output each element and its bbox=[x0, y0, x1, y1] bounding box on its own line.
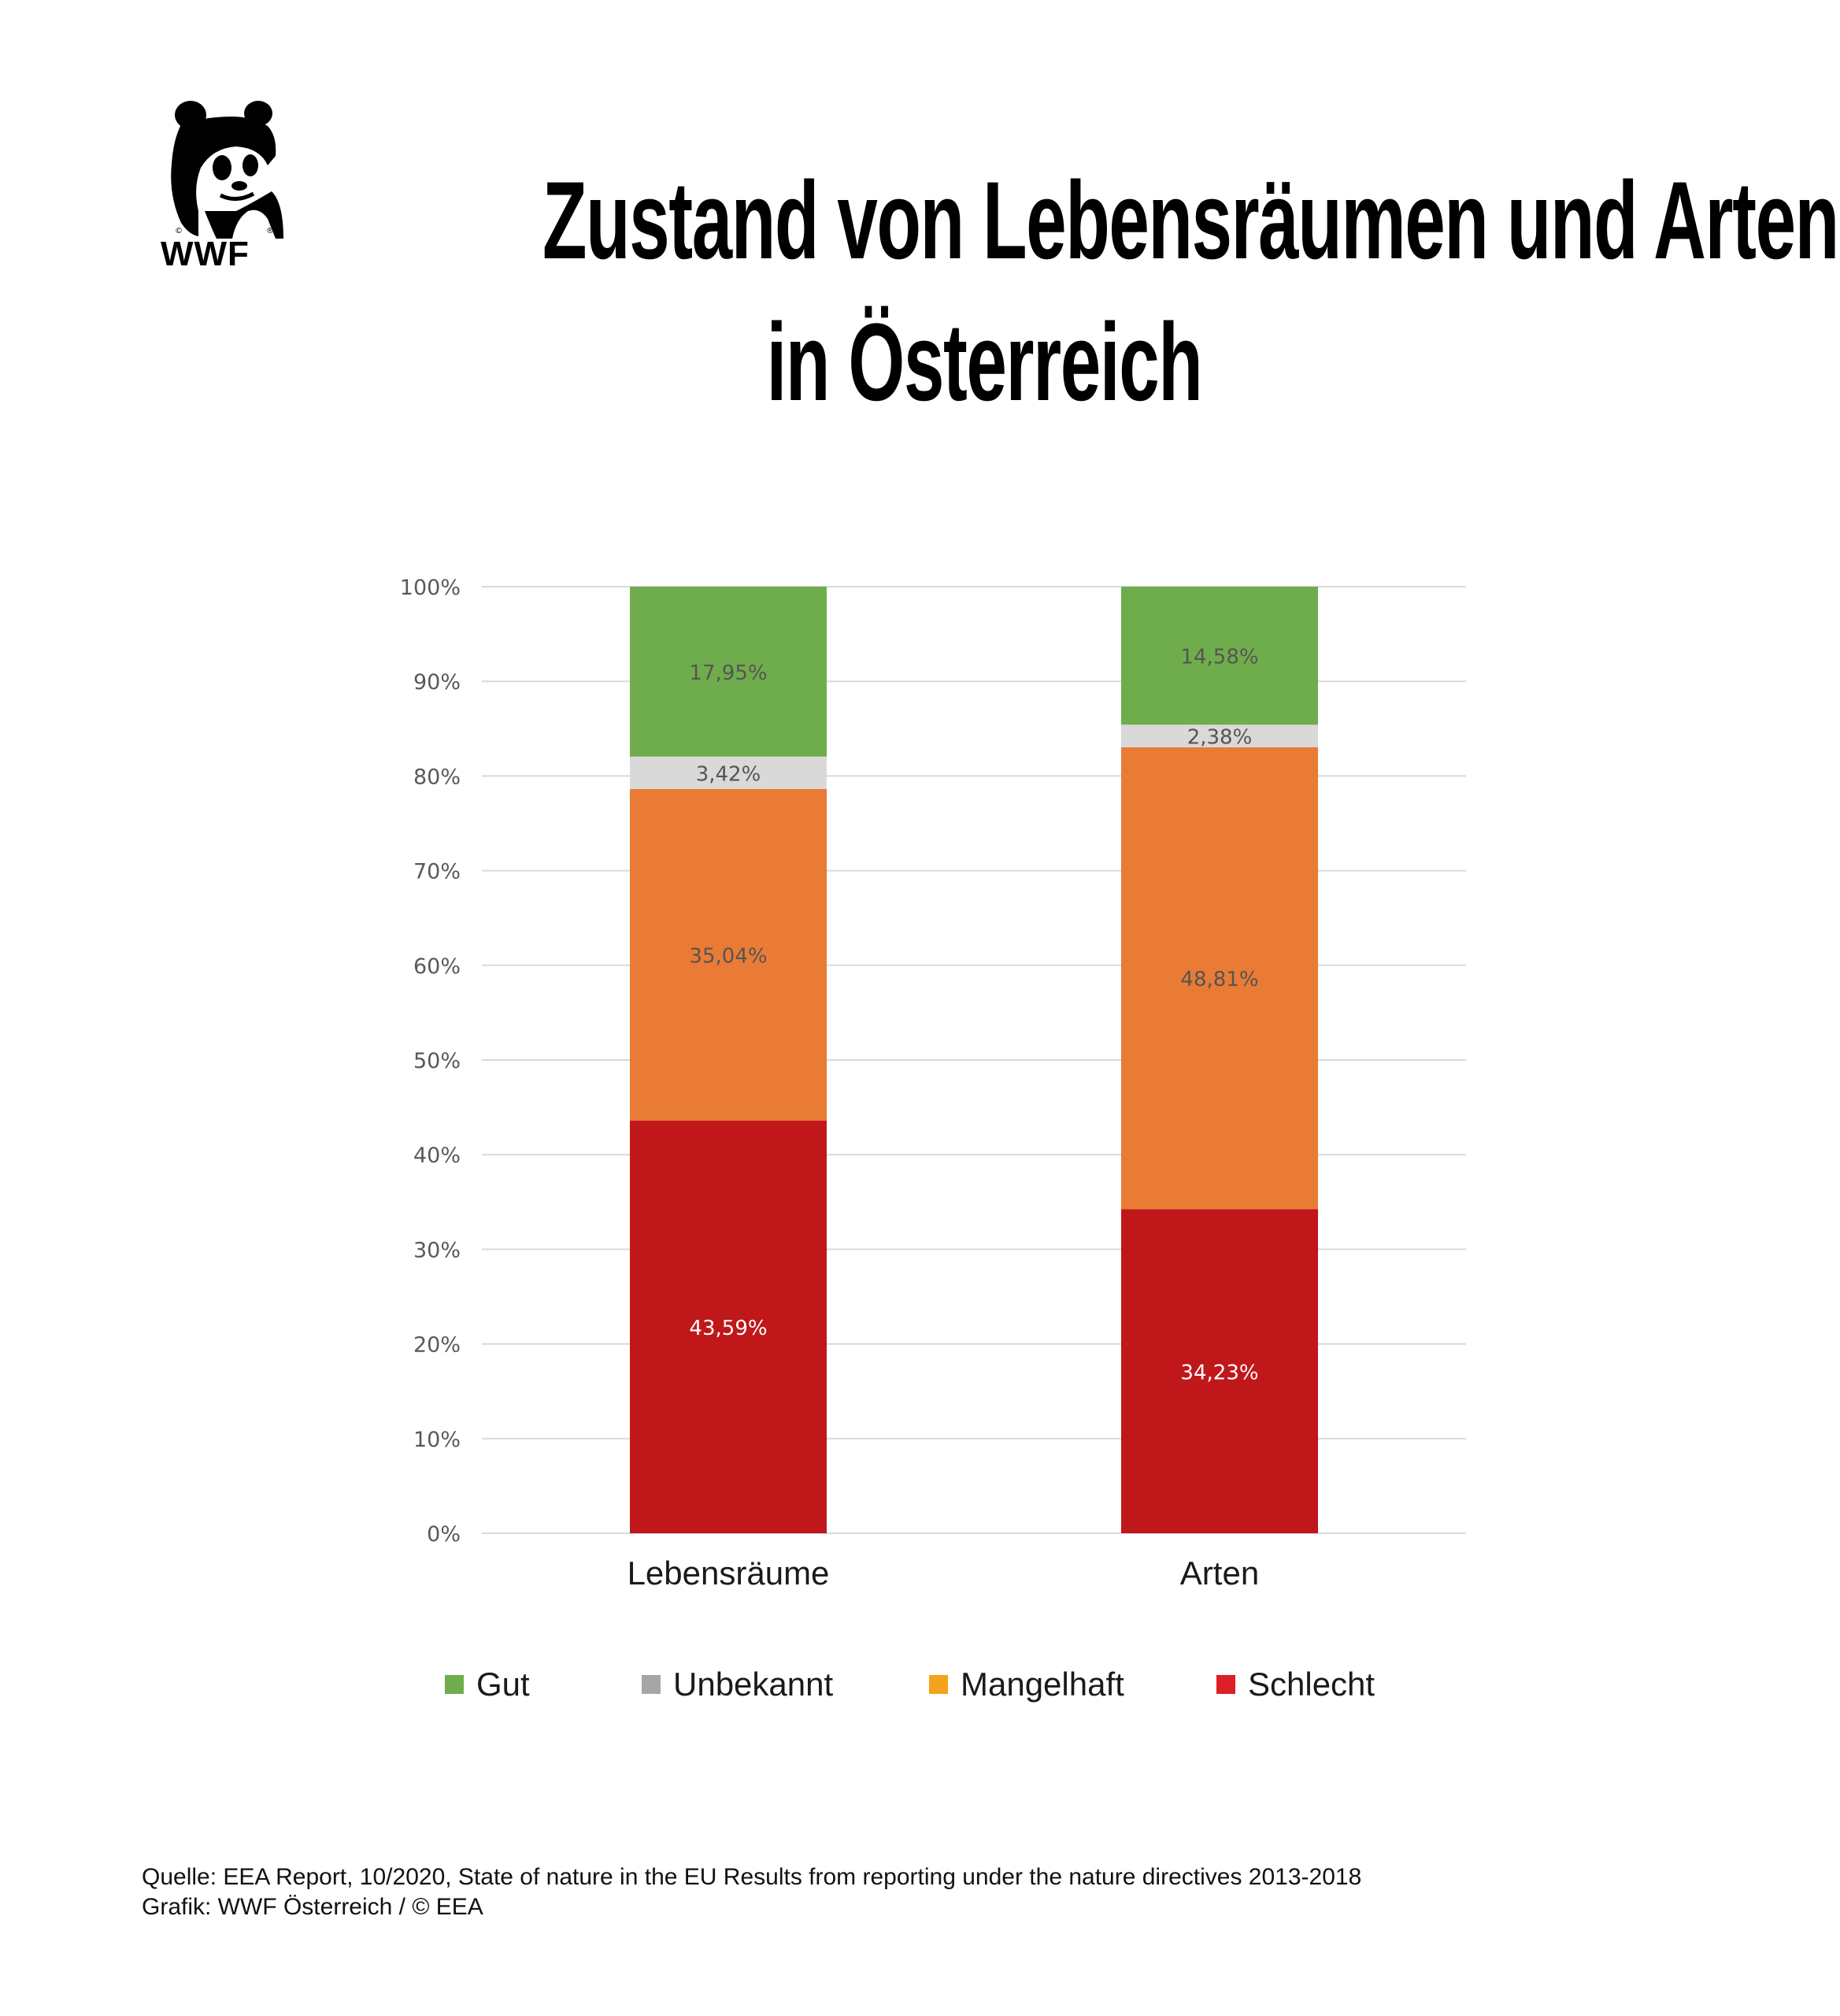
footer: Quelle: EEA Report, 10/2020, State of na… bbox=[142, 1862, 1361, 1922]
data-label: 43,59% bbox=[689, 1317, 767, 1340]
bar-segment-gut bbox=[630, 587, 827, 757]
svg-text:®: ® bbox=[266, 227, 274, 235]
y-tick-label: 90% bbox=[413, 670, 461, 695]
svg-text:©: © bbox=[175, 227, 183, 235]
y-tick-label: 30% bbox=[413, 1238, 461, 1262]
x-category-label: Arten bbox=[1180, 1555, 1259, 1592]
bar-segment-unbekannt bbox=[1121, 724, 1318, 747]
legend-swatch-gut bbox=[445, 1675, 464, 1694]
legend-label-mangelhaft: Mangelhaft bbox=[961, 1666, 1124, 1703]
bar-segment-schlecht bbox=[630, 1121, 827, 1533]
chart-legend: Gut Unbekannt Mangelhaft Schlecht bbox=[0, 1666, 1840, 1713]
bar-segment-mangelhaft bbox=[630, 788, 827, 1121]
bar-segment-unbekannt bbox=[630, 756, 827, 789]
legend-swatch-unbekannt bbox=[642, 1675, 661, 1694]
wwf-logo-text: WWF bbox=[161, 235, 250, 273]
y-tick-label: 50% bbox=[413, 1049, 461, 1073]
legend-label-unbekannt: Unbekannt bbox=[673, 1666, 834, 1703]
bar-segment-mangelhaft bbox=[1121, 747, 1318, 1210]
legend-item-gut: Gut bbox=[445, 1666, 530, 1703]
legend-label-gut: Gut bbox=[476, 1666, 530, 1703]
bar-segment-schlecht bbox=[1121, 1209, 1318, 1533]
legend-item-schlecht: Schlecht bbox=[1216, 1666, 1375, 1703]
y-tick-label: 70% bbox=[413, 860, 461, 884]
legend-swatch-mangelhaft bbox=[929, 1675, 948, 1694]
data-label: 35,04% bbox=[689, 944, 767, 968]
y-tick-label: 20% bbox=[413, 1333, 461, 1358]
panda-logo-icon: © ® bbox=[171, 101, 283, 239]
data-label: 34,23% bbox=[1180, 1361, 1258, 1384]
y-tick-label: 60% bbox=[413, 954, 461, 979]
legend-swatch-schlecht bbox=[1216, 1675, 1235, 1694]
legend-item-unbekannt: Unbekannt bbox=[642, 1666, 833, 1703]
bar-segment-gut bbox=[1121, 587, 1318, 725]
y-tick-label: 0% bbox=[427, 1522, 461, 1547]
data-label: 17,95% bbox=[689, 662, 767, 685]
data-label: 2,38% bbox=[1187, 726, 1253, 750]
y-tick-label: 100% bbox=[400, 576, 461, 600]
wwf-logo: © ® WWF bbox=[157, 93, 283, 282]
legend-label-schlecht: Schlecht bbox=[1248, 1666, 1375, 1703]
y-tick-label: 80% bbox=[413, 765, 461, 789]
source-note: Quelle: EEA Report, 10/2020, State of na… bbox=[142, 1864, 1362, 1890]
credit-note: Grafik: WWF Österreich / © EEA bbox=[142, 1894, 483, 1920]
data-label: 48,81% bbox=[1180, 968, 1258, 991]
data-label: 14,58% bbox=[1180, 646, 1258, 669]
title-line-2: in Österreich bbox=[766, 300, 1203, 424]
data-label: 3,42% bbox=[696, 762, 761, 786]
legend-item-mangelhaft: Mangelhaft bbox=[929, 1666, 1124, 1703]
y-tick-label: 10% bbox=[413, 1428, 461, 1452]
y-tick-label: 40% bbox=[413, 1143, 461, 1168]
x-category-label: Lebensräume bbox=[628, 1555, 830, 1592]
